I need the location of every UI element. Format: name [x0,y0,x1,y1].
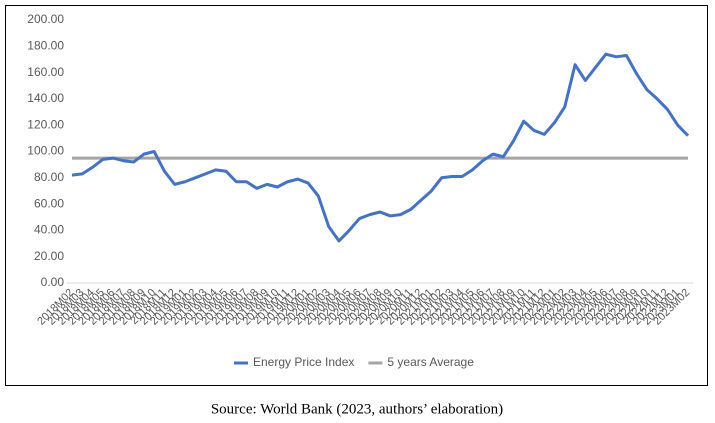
legend-label: Energy Price Index [253,355,354,369]
caption: Source: World Bank (2023, authors’ elabo… [211,401,503,417]
chart-border [5,5,708,386]
line-series [71,52,690,243]
y-tick-label: 180.00 [27,38,64,52]
y-tick-label: 160.00 [27,65,64,79]
y-tick-label: 200.00 [27,12,64,26]
y-tick-label: 120.00 [27,117,64,131]
y-tick-label: 140.00 [27,91,64,105]
y-tick-label: 60.00 [34,196,64,210]
y-tick-label: 100.00 [27,144,64,158]
y-tick-label: 80.00 [34,170,64,184]
y-tick-label: 20.00 [34,249,64,263]
y-tick-label: 40.00 [34,223,64,237]
y-tick-label: 0.00 [41,275,65,289]
legend-label: 5 years Average [387,355,474,369]
